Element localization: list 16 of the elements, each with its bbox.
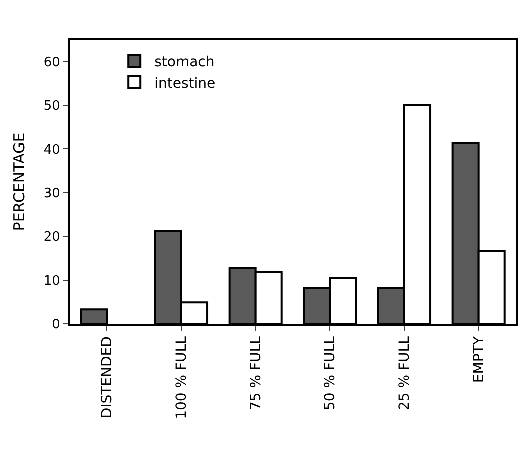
y-tick-label: 40 xyxy=(44,142,60,158)
x-tick-label: 25 % FULL xyxy=(397,336,414,411)
y-tick-label: 20 xyxy=(44,230,60,246)
legend-label: intestine xyxy=(154,76,216,92)
y-tick-label: 60 xyxy=(44,55,60,70)
y-tick-label: 10 xyxy=(44,274,60,289)
y-tick-label: 30 xyxy=(44,186,60,202)
y-axis-title: PERCENTAGE xyxy=(10,132,29,232)
x-tick-label: 100 % FULL xyxy=(174,336,190,420)
x-tick-label: 75 % FULL xyxy=(248,336,264,411)
y-tick-label: 50 xyxy=(44,99,60,114)
legend-label: stomach xyxy=(154,54,215,71)
y-tick-label: 0 xyxy=(52,318,60,333)
x-tick-label: EMPTY xyxy=(471,336,488,384)
x-tick-label: 50 % FULL xyxy=(322,336,339,411)
x-tick-label: DISTENDED xyxy=(100,336,116,419)
